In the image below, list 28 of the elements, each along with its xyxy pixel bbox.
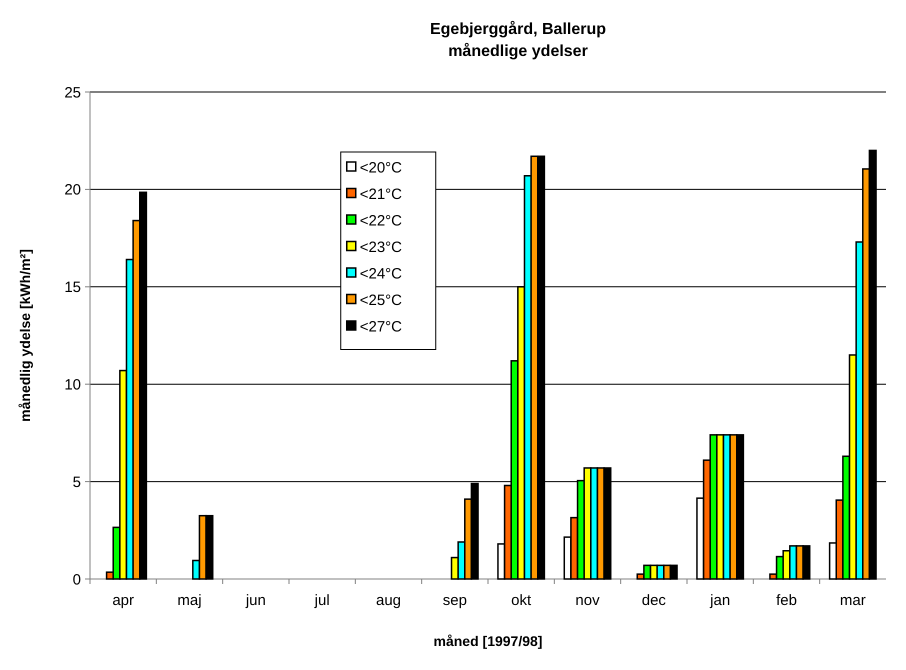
chart-title: Egebjerggård, Ballerup månedlige ydelser [430, 20, 606, 60]
x-tick-label: jun [244, 592, 266, 609]
x-tick-label: apr [112, 592, 134, 609]
y-tick-label: 15 [64, 279, 81, 296]
y-axis-title: månedlig ydelse [kWh/m²] [17, 249, 33, 422]
y-tick-label: 25 [64, 84, 81, 102]
legend-label: <23°C [360, 238, 402, 256]
x-tick-label: dec [642, 592, 666, 609]
x-tick-label: jul [314, 592, 330, 609]
legend-label: <20°C [360, 159, 402, 176]
x-tick-label: mar [840, 592, 866, 609]
x-axis-title: måned [1997/98] [434, 633, 542, 649]
x-tick-label: maj [177, 592, 202, 609]
x-tick-label: okt [511, 592, 532, 609]
legend-label: <24°C [360, 265, 402, 282]
legend-label: <25°C [360, 292, 402, 309]
x-tick-label: nov [575, 592, 600, 609]
x-tick-label: aug [376, 592, 402, 609]
y-tick-label: 10 [64, 376, 81, 394]
x-tick-label: feb [776, 592, 797, 609]
x-tick-label: sep [442, 592, 467, 609]
legend-label: <22°C [360, 212, 402, 230]
legend-label: <21°C [360, 186, 402, 203]
x-tick-label: jan [709, 592, 730, 609]
legend-label: <27°C [360, 318, 402, 336]
y-tick-label: 5 [72, 474, 81, 491]
y-tick-label: 0 [72, 571, 81, 588]
y-tick-label: 20 [64, 182, 81, 199]
